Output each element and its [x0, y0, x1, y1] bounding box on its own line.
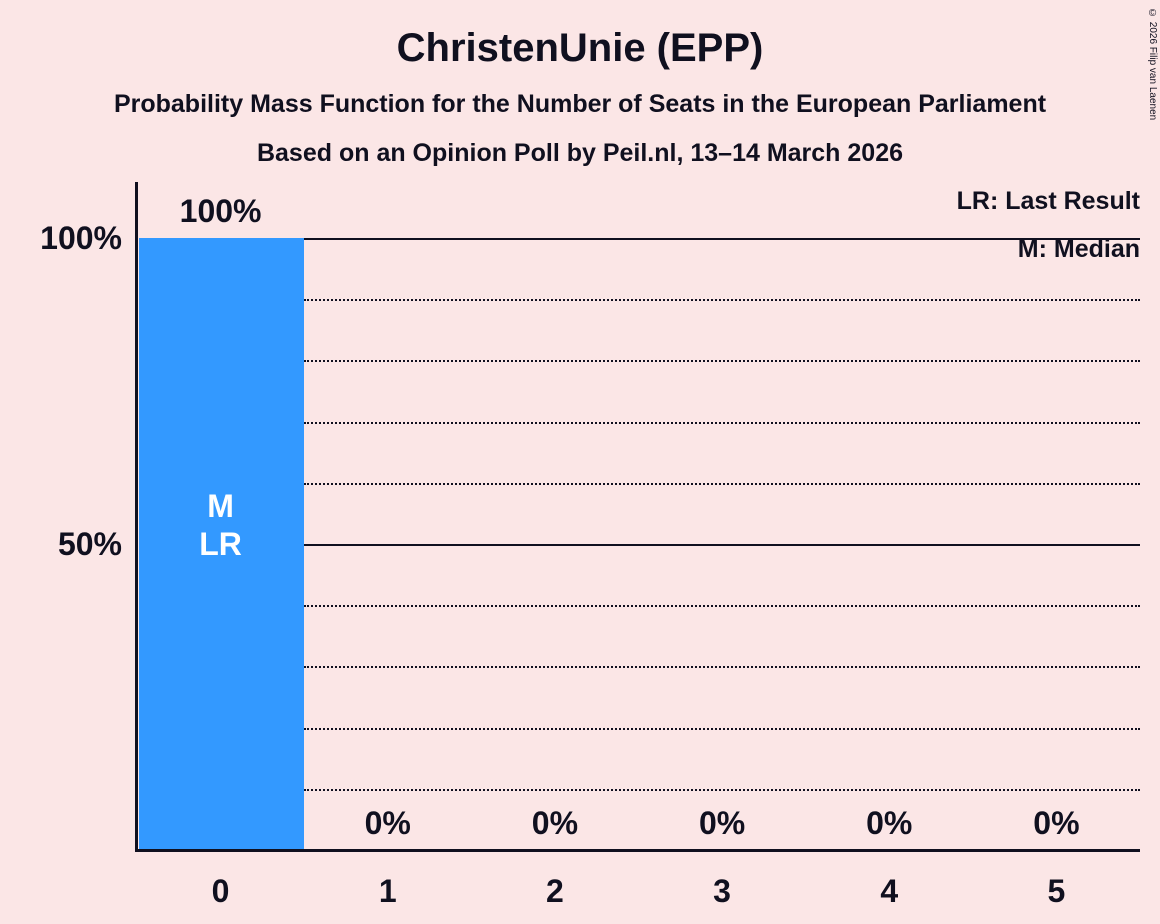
gridline-dotted — [304, 788, 1140, 791]
bar-value-label: 0% — [698, 805, 746, 841]
bar-annotation-median-last-result: M LR — [199, 488, 242, 562]
bar-value-label: 100% — [179, 193, 262, 229]
bar-value-label: 0% — [866, 805, 913, 841]
gridline-dotted — [304, 666, 1140, 669]
x-tick-label: 4 — [880, 873, 899, 909]
x-tick-label: 0 — [211, 873, 230, 909]
gridline-dotted — [304, 360, 1140, 363]
chart-title: ChristenUnie (EPP) — [396, 26, 764, 70]
bar-value-label: 0% — [1033, 805, 1080, 841]
gridline-dotted — [304, 299, 1140, 302]
legend-last-result: LR: Last Result — [956, 187, 1140, 215]
x-tick-label: 5 — [1047, 873, 1066, 909]
chart-subtitle-source: Based on an Opinion Poll by Peil.nl, 13–… — [256, 139, 904, 167]
gridline-dotted — [304, 421, 1140, 424]
bar-value-label: 0% — [531, 805, 579, 841]
x-axis-line — [135, 849, 1140, 852]
bar-value-label: 0% — [364, 805, 411, 841]
x-tick-label: 2 — [546, 873, 564, 909]
gridline-solid — [304, 544, 1140, 546]
copyright-notice: © 2026 Filip van Laenen — [1147, 8, 1158, 121]
x-tick-label: 1 — [378, 873, 397, 909]
gridline-dotted — [304, 482, 1140, 485]
chart-subtitle: Probability Mass Function for the Number… — [113, 90, 1047, 118]
gridline-solid — [304, 238, 1140, 240]
x-tick-label: 3 — [713, 873, 731, 909]
bar-seats-0 — [139, 238, 305, 850]
y-axis-line — [135, 182, 138, 851]
gridline-dotted — [304, 605, 1140, 608]
y-tick-label: 50% — [57, 526, 122, 562]
gridline-dotted — [304, 727, 1140, 730]
y-tick-label: 100% — [40, 220, 122, 256]
